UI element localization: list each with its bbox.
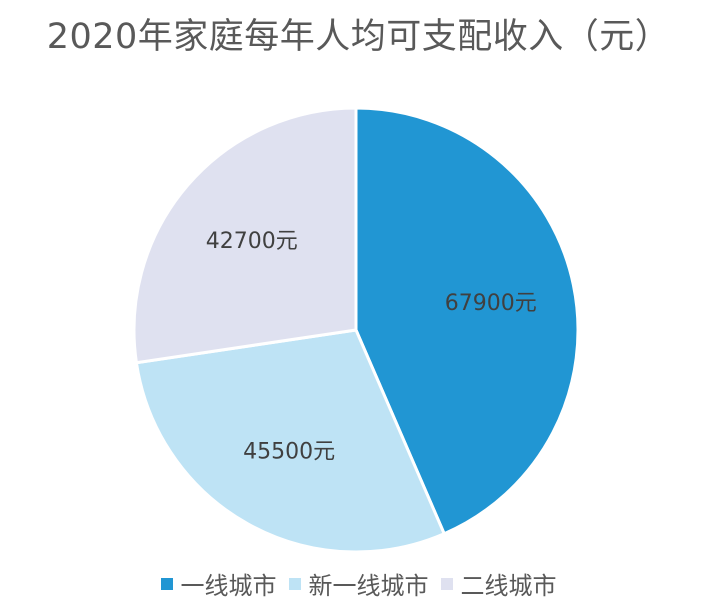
legend-item-1: 新一线城市 [288,566,429,601]
pie-slice-0 [354,106,580,536]
legend-label: 新一线城市 [308,572,429,600]
pie-slice-2 [132,106,358,365]
data-label-2: 42700元 [206,229,298,254]
pie-slice-1 [134,328,447,554]
legend-swatch [440,577,453,590]
legend: 一线城市 新一线城市 二线城市 [0,566,717,601]
legend-item-0: 一线城市 [160,566,277,601]
legend-label: 二线城市 [460,572,557,600]
legend-item-2: 二线城市 [440,566,557,601]
legend-label: 一线城市 [180,572,277,600]
data-label-0: 67900元 [445,291,537,316]
legend-swatch [288,577,301,590]
legend-swatch [160,577,173,590]
data-label-1: 45500元 [243,439,335,464]
chart-title: 2020年家庭每年人均可支配收入（元） [46,17,671,57]
